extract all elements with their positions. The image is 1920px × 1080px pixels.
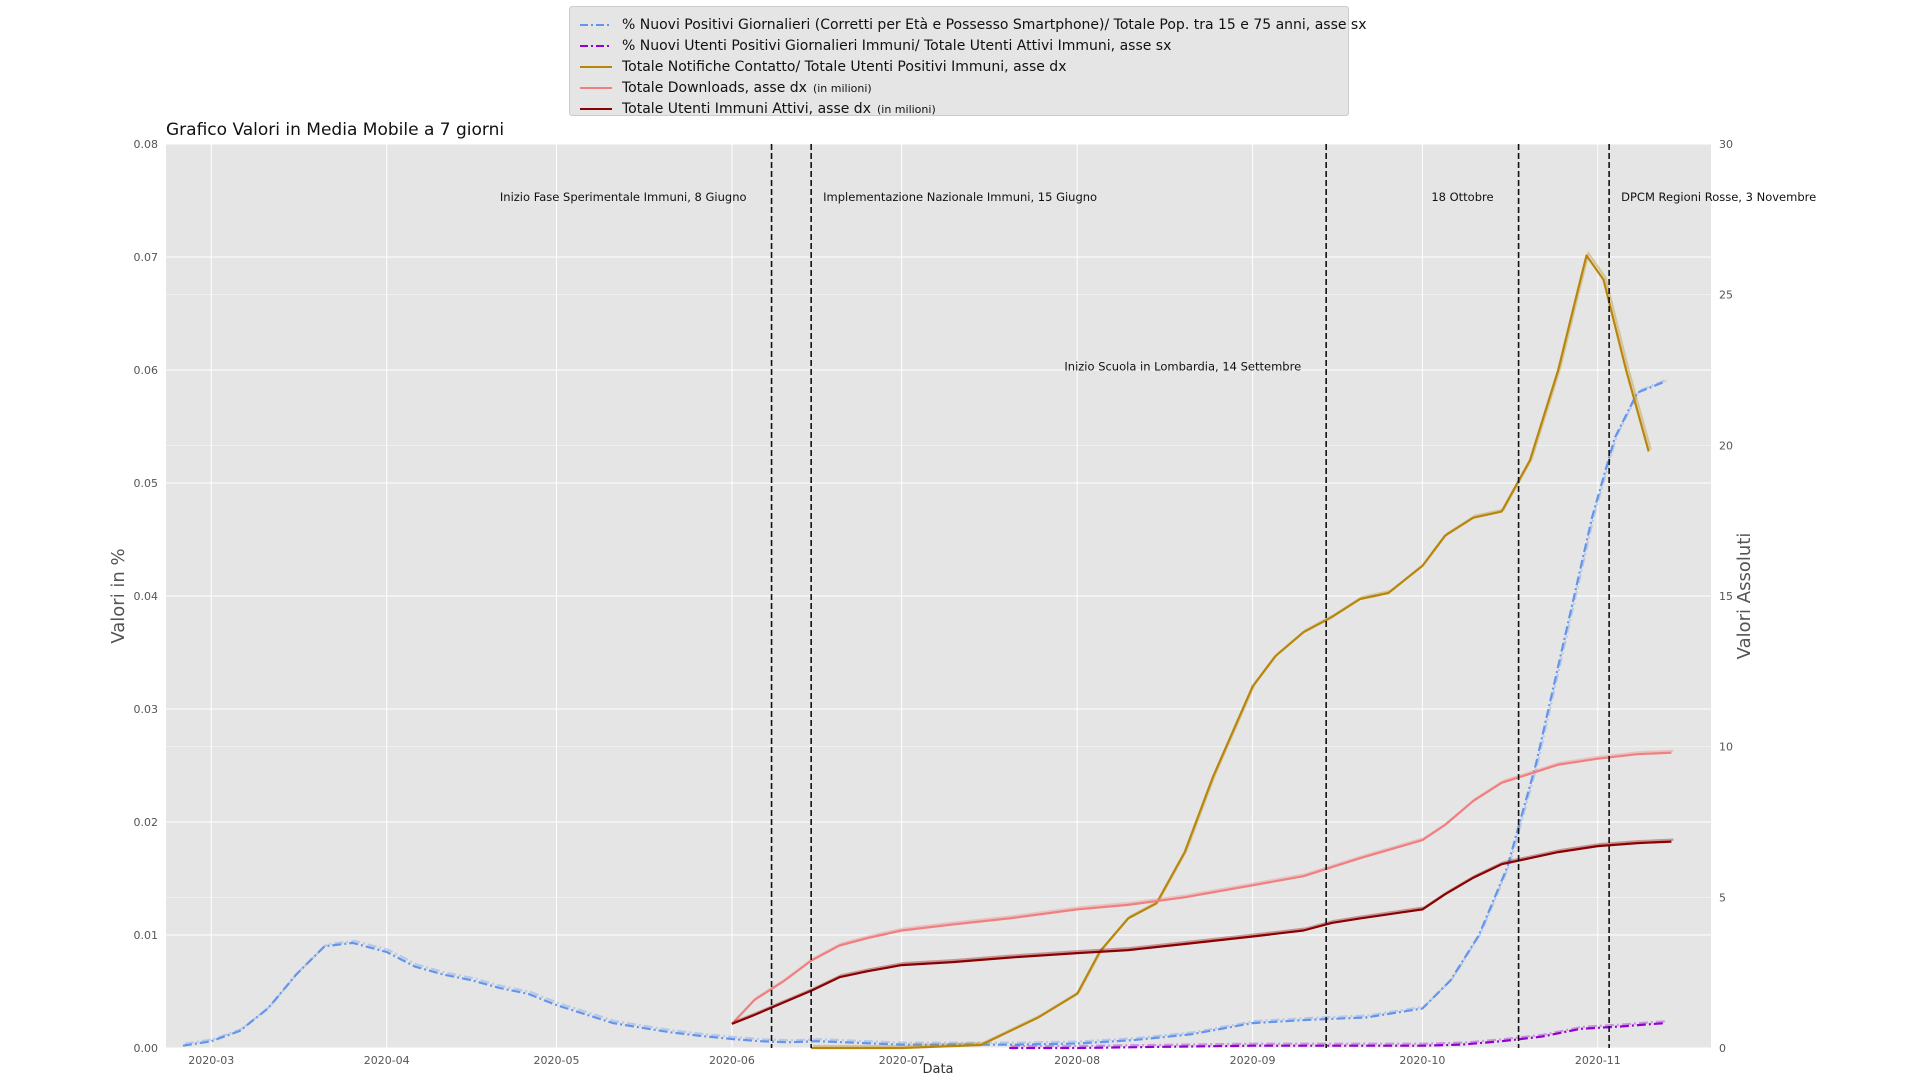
legend-label: Totale Notifiche Contatto/ Totale Utenti… [622, 59, 1067, 75]
grid [166, 143, 1711, 1049]
x-tick-label: 2020-09 [1230, 1054, 1276, 1067]
x-tick-label: 2020-11 [1575, 1054, 1621, 1067]
x-tick-label: 2020-07 [879, 1054, 925, 1067]
y-right-tick-label: 10 [1719, 741, 1733, 754]
y-left-tick-label: 0.03 [134, 703, 159, 716]
x-tick-label: 2020-05 [534, 1054, 580, 1067]
event-label: 18 Ottobre [1431, 190, 1493, 204]
legend-item-notifiche: Totale Notifiche Contatto/ Totale Utenti… [580, 57, 1066, 77]
y-left-tick-label: 0.07 [134, 251, 159, 264]
series-line-2 [811, 254, 1650, 1050]
y-left-tick-label: 0.00 [134, 1042, 159, 1055]
legend-swatch [580, 24, 612, 26]
x-tick-label: 2020-10 [1399, 1054, 1445, 1067]
series-raw-line-4 [733, 838, 1674, 1023]
y-axis-right-title: Valori Assoluti [1734, 533, 1755, 660]
legend: % Nuovi Positivi Giornalieri (Corretti p… [569, 6, 1367, 119]
x-tick-label: 2020-06 [709, 1054, 755, 1067]
series-layer [182, 250, 1674, 1050]
event-lines: Inizio Fase Sperimentale Immuni, 8 Giugn… [500, 144, 1816, 1048]
legend-label: Totale Downloads, asse dx [622, 80, 807, 96]
y-right-tick-label: 15 [1719, 590, 1733, 603]
y-axis-left-title: Valori in % [108, 548, 129, 643]
y-left-tick-label: 0.01 [134, 929, 159, 942]
x-tick-label: 2020-04 [364, 1054, 410, 1067]
y-right-tick-label: 5 [1719, 891, 1726, 904]
series-line-3 [731, 751, 1672, 1025]
series-raw-line-1 [1011, 1020, 1668, 1048]
legend-swatch [580, 66, 612, 68]
event-label: Inizio Fase Sperimentale Immuni, 8 Giugn… [500, 190, 747, 204]
x-axis-title: Data [922, 1062, 953, 1077]
y-right-tick-label: 20 [1719, 439, 1733, 452]
y-right-tick-label: 30 [1719, 138, 1733, 151]
legend-unit: (in milioni) [812, 81, 872, 95]
y-right-tick-label: 0 [1719, 1042, 1726, 1055]
legend-label: Totale Utenti Immuni Attivi, asse dx [622, 101, 871, 117]
series-line-0 [182, 380, 1667, 1047]
series-raw-line-3 [733, 749, 1674, 1023]
legend-item-utenti-attivi: Totale Utenti Immuni Attivi, asse dx (in… [580, 99, 936, 119]
y-left-tick-label: 0.02 [134, 816, 159, 829]
y-left-tick-label: 0.04 [134, 590, 159, 603]
series-line-1 [1009, 1022, 1666, 1050]
event-label: DPCM Regioni Rosse, 3 Novembre [1621, 190, 1816, 204]
legend-swatch [580, 87, 612, 89]
event-label: Inizio Scuola in Lombardia, 14 Settembre [1064, 360, 1301, 374]
x-tick-label: 2020-03 [188, 1054, 234, 1067]
legend-item-nuovi-positivi: % Nuovi Positivi Giornalieri (Corretti p… [580, 15, 1367, 35]
legend-label: % Nuovi Positivi Giornalieri (Corretti p… [622, 17, 1367, 33]
tick-labels: 0.00 0.01 0.02 0.03 0.04 0.05 0.06 0.07 0.08 0 5 10… [134, 138, 1734, 1067]
y-left-tick-label: 0.06 [134, 364, 159, 377]
y-left-tick-label: 0.08 [134, 138, 159, 151]
y-left-tick-label: 0.05 [134, 477, 159, 490]
legend-swatch [580, 108, 612, 110]
series-line-4 [731, 840, 1672, 1025]
chart-title: Grafico Valori in Media Mobile a 7 giorn… [166, 120, 505, 140]
event-label: Implementazione Nazionale Immuni, 15 Giu… [823, 190, 1097, 204]
legend-label: % Nuovi Utenti Positivi Giornalieri Immu… [622, 38, 1172, 54]
legend-swatch [580, 45, 612, 47]
x-tick-label: 2020-08 [1054, 1054, 1100, 1067]
legend-item-downloads: Totale Downloads, asse dx (in milioni) [580, 78, 872, 98]
legend-item-utenti-positivi: % Nuovi Utenti Positivi Giornalieri Immu… [580, 36, 1171, 56]
legend-unit: (in milioni) [876, 102, 936, 116]
y-right-tick-label: 25 [1719, 289, 1733, 302]
